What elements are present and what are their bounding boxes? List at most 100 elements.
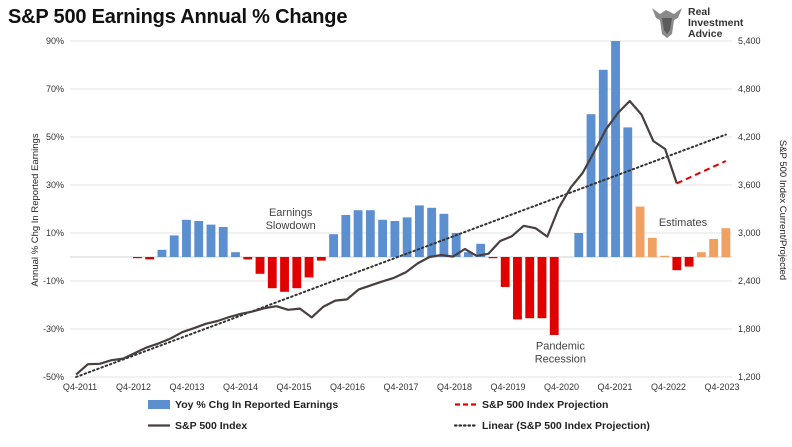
earnings-bar [451, 233, 461, 257]
earnings-bar [574, 233, 584, 257]
earnings-bar [427, 207, 437, 257]
right-tick-label: 2,400 [738, 276, 761, 286]
x-tick-label: Q4-2019 [490, 382, 525, 392]
earnings-bar [525, 257, 535, 319]
earnings-bar [292, 257, 302, 289]
x-tick-label: Q4-2014 [223, 382, 258, 392]
left-axis: 90% 70% 50% 30% 10% -10% -30% -50% [43, 36, 64, 382]
x-tick-label: Q4-2018 [437, 382, 472, 392]
x-tick-label: Q4-2020 [544, 382, 579, 392]
earnings-bar [255, 257, 265, 274]
x-tick-label: Q4-2013 [169, 382, 204, 392]
left-tick-label: -10% [43, 276, 64, 286]
x-tick-label: Q4-2015 [276, 382, 311, 392]
right-tick-label: 4,200 [738, 132, 761, 142]
legend: Yoy % Chg In Reported Earnings S&P 500 In… [148, 399, 650, 432]
right-tick-label: 3,600 [738, 180, 761, 190]
earnings-bar [390, 221, 400, 257]
x-axis: Q4-2011 Q4-2012 Q4-2013 Q4-2014 Q4-2015 Q4-20… [63, 382, 740, 392]
earnings-bar [476, 243, 486, 257]
linear-trendline [75, 133, 727, 378]
earnings-bar [341, 215, 351, 257]
right-tick-label: 4,800 [738, 84, 761, 94]
earnings-bar [696, 252, 706, 257]
annotation-text: Recession [535, 353, 586, 365]
earnings-bar [660, 255, 669, 257]
earnings-bar [182, 219, 191, 257]
legend-label: Yoy % Chg In Reported Earnings [175, 399, 338, 411]
earnings-bar [598, 69, 608, 257]
earnings-bar [500, 257, 510, 287]
logo-line-3: Advice [688, 28, 723, 40]
earnings-bar [635, 206, 645, 257]
earnings-bar [145, 257, 155, 260]
earnings-bar [439, 213, 449, 257]
earnings-bar [304, 257, 314, 278]
gridlines [70, 40, 732, 378]
x-tick-label: Q4-2017 [383, 382, 418, 392]
logo-line-1: Real [688, 6, 711, 18]
earnings-bar [378, 219, 388, 257]
earnings-bar [267, 257, 277, 289]
earnings-bar [647, 237, 657, 257]
earnings-bar [169, 235, 179, 257]
right-tick-label: 1,800 [738, 324, 761, 334]
earnings-bar [537, 257, 547, 319]
x-tick-label: Q4-2021 [597, 382, 632, 392]
earnings-bar [243, 257, 253, 260]
earnings-bar [611, 41, 620, 257]
left-tick-label: 50% [46, 132, 64, 142]
left-tick-label: 70% [46, 84, 64, 94]
annotation-text: Estimates [659, 217, 708, 229]
earnings-bars [133, 41, 731, 335]
legend-label: S&P 500 Index [175, 420, 247, 432]
right-tick-label: 5,400 [738, 36, 761, 46]
earnings-bar [206, 224, 216, 257]
index-lines [75, 99, 727, 378]
right-axis: 5,400 4,800 4,200 3,600 3,000 2,400 1,800 1,200 [738, 36, 761, 382]
earnings-bar [133, 257, 142, 259]
earnings-bar [721, 228, 731, 257]
left-tick-label: -30% [43, 324, 64, 334]
x-tick-label: Q4-2023 [704, 382, 739, 392]
left-tick-label: 10% [46, 228, 64, 238]
annotation-text: Slowdown [266, 220, 316, 232]
x-tick-label: Q4-2011 [63, 382, 97, 392]
legend-label: Linear (S&P 500 Index Projection) [482, 420, 650, 432]
right-tick-label: 3,000 [738, 228, 761, 238]
chart-title: S&P 500 Earnings Annual % Change [8, 6, 348, 28]
earnings-bar [709, 239, 719, 257]
earnings-bar [464, 252, 473, 257]
earnings-bar [218, 227, 228, 257]
earnings-bar [513, 257, 522, 320]
annotation-text: Pandemic [536, 340, 585, 352]
earnings-bar [316, 257, 326, 261]
earnings-bar [231, 252, 240, 257]
left-tick-label: 90% [46, 36, 64, 46]
sp500-projection-line [676, 160, 727, 185]
left-tick-label: 30% [46, 180, 64, 190]
left-axis-title: Annual % Chg In Reported Earnings [30, 133, 41, 286]
earnings-bar [157, 249, 167, 257]
earnings-bar [623, 127, 633, 258]
annotation-text: Earnings [269, 207, 313, 219]
earnings-bar [488, 257, 498, 259]
earnings-bar [365, 210, 375, 257]
earnings-bar [280, 257, 289, 292]
logo-line-2: Investment [688, 17, 744, 29]
sp500-index-line [75, 99, 678, 376]
x-tick-label: Q4-2012 [116, 382, 151, 392]
bull-head-icon [652, 8, 682, 38]
legend-swatch [148, 400, 170, 409]
legend-label: S&P 500 Index Projection [482, 399, 608, 411]
company-logo: Real Investment Advice [650, 4, 790, 42]
earnings-bar [329, 234, 338, 257]
earnings-bar [672, 257, 682, 271]
right-tick-label: 1,200 [738, 372, 761, 382]
earnings-bar [684, 257, 694, 267]
right-axis-title: S&P 500 Index Current/Projected [777, 140, 788, 280]
earnings-bar [414, 205, 424, 257]
earnings-bar [402, 217, 412, 257]
